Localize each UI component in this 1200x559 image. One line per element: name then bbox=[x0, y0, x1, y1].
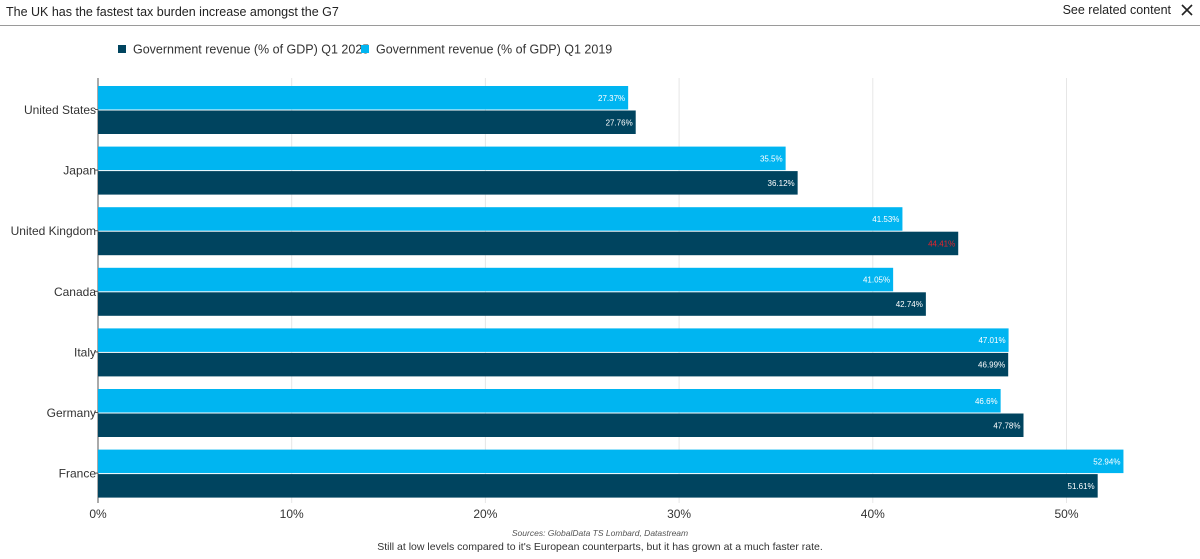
x-tick-label: 30% bbox=[667, 507, 691, 521]
data-label-q1-2019: 46.6% bbox=[975, 397, 998, 406]
legend-item-q1-2019-label: Government revenue (% of GDP) Q1 2019 bbox=[376, 43, 612, 57]
bar-q1-2025 bbox=[98, 474, 1098, 498]
data-label-q1-2025: 46.99% bbox=[978, 361, 1005, 370]
data-label-q1-2019: 35.5% bbox=[760, 154, 783, 163]
category-label: United Kingdom bbox=[11, 224, 96, 238]
bar-q1-2019 bbox=[98, 267, 894, 292]
data-label-q1-2025: 36.12% bbox=[768, 179, 795, 188]
data-label-q1-2025: 51.61% bbox=[1068, 482, 1095, 491]
legend-item-q1-2025-label: Government revenue (% of GDP) Q1 2025 bbox=[133, 43, 369, 57]
data-label-q1-2019: 52.94% bbox=[1093, 457, 1120, 466]
bar-q1-2019 bbox=[98, 146, 786, 171]
bar-q1-2019 bbox=[98, 328, 1009, 352]
bar-q1-2019 bbox=[98, 389, 1001, 413]
bar-q1-2019 bbox=[98, 86, 629, 110]
bar-q1-2019 bbox=[98, 207, 903, 231]
data-label-q1-2019: 41.05% bbox=[863, 276, 890, 285]
see-related-content-label: See related content bbox=[1062, 3, 1171, 17]
bar-q1-2025 bbox=[98, 110, 636, 134]
x-tick-label: 50% bbox=[1054, 507, 1078, 521]
legend-item-q1-2019-swatch bbox=[361, 45, 369, 53]
bar-q1-2025 bbox=[98, 352, 1009, 377]
legend-item-q1-2025-swatch bbox=[118, 45, 126, 53]
data-label-q1-2025: 27.76% bbox=[606, 118, 633, 127]
category-label: Italy bbox=[74, 345, 96, 359]
data-label-q1-2025: 42.74% bbox=[896, 300, 923, 309]
see-related-content-button[interactable]: See related content bbox=[1063, 3, 1194, 17]
data-label-q1-2025: 44.41% bbox=[928, 239, 955, 248]
data-label-q1-2019: 27.37% bbox=[598, 94, 625, 103]
x-tick-label: 0% bbox=[89, 507, 107, 521]
category-label: Germany bbox=[47, 406, 96, 420]
chart-sources: Sources: GlobalData TS Lombard, Datastre… bbox=[511, 528, 689, 538]
bar-q1-2025 bbox=[98, 413, 1024, 437]
bar-q1-2025 bbox=[98, 231, 959, 256]
bar-q1-2025 bbox=[98, 171, 798, 195]
data-label-q1-2019: 47.01% bbox=[978, 336, 1005, 345]
category-label: Japan bbox=[63, 164, 96, 178]
top-bar: The UK has the fastest tax burden increa… bbox=[0, 0, 1200, 26]
data-label-q1-2025: 47.78% bbox=[993, 421, 1020, 430]
x-tick-label: 20% bbox=[473, 507, 497, 521]
chart-caption: Still at low levels compared to it's Eur… bbox=[377, 541, 823, 553]
bar-q1-2025 bbox=[98, 292, 926, 316]
category-label: United States bbox=[24, 103, 96, 117]
close-icon[interactable] bbox=[1180, 3, 1194, 17]
x-tick-label: 40% bbox=[861, 507, 885, 521]
data-label-q1-2019: 41.53% bbox=[872, 215, 899, 224]
page-title: The UK has the fastest tax burden increa… bbox=[6, 5, 339, 19]
bar-q1-2019 bbox=[98, 449, 1124, 474]
category-label: Canada bbox=[54, 285, 96, 299]
category-label: France bbox=[59, 467, 97, 481]
x-tick-label: 10% bbox=[280, 507, 304, 521]
